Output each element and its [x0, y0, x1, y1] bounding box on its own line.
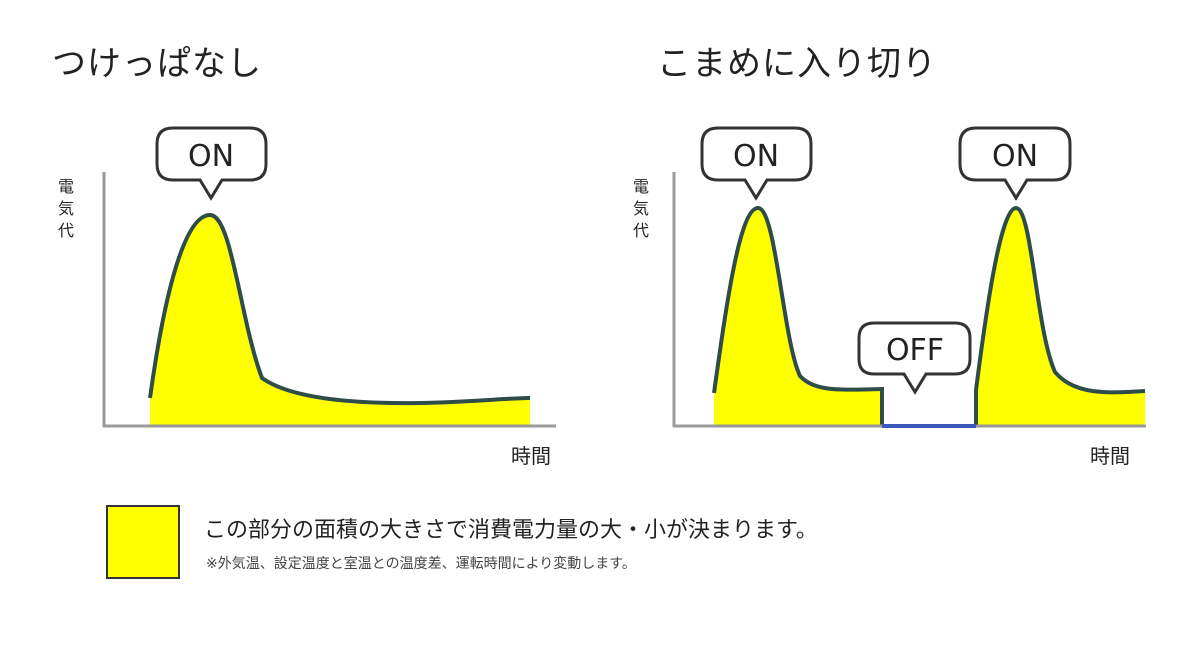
left-x-axis-label: 時間	[511, 444, 551, 468]
left-on-bubble-label: ON	[188, 139, 234, 174]
right-x-axis-label: 時間	[1090, 444, 1130, 468]
right-on-bubble-2-label: ON	[992, 139, 1038, 174]
legend-swatch	[106, 505, 180, 579]
left-graph: ON	[102, 126, 556, 428]
right-consumption-area-1	[714, 208, 882, 426]
legend-note: ※外気温、設定温度と室温との温度差、運転時間により変動します。	[206, 556, 636, 572]
left-on-bubble: ON	[155, 126, 268, 201]
right-off-bubble-label: OFF	[886, 333, 944, 368]
right-consumption-curve-2	[974, 205, 1146, 426]
right-consumption-curve-1	[712, 205, 884, 426]
right-y-axis-label: 電気代	[632, 177, 649, 240]
right-on-bubble-1-label: ON	[733, 139, 779, 174]
legend-text: この部分の面積の大きさで消費電力量の大・小が決まります。	[204, 518, 818, 543]
right-on-bubble-2: ON	[958, 126, 1072, 201]
left-panel-title: つけっぱなし	[52, 44, 262, 84]
left-consumption-area	[150, 215, 530, 426]
left-y-axis-label: 電気代	[57, 177, 74, 240]
right-graph: ON OFF ON	[672, 126, 1146, 428]
right-on-bubble-1: ON	[700, 126, 813, 201]
right-consumption-area-2	[976, 208, 1145, 426]
left-consumption-curve	[148, 212, 531, 406]
right-off-bubble: OFF	[857, 321, 972, 395]
right-panel-title: こまめに入り切り	[657, 44, 937, 84]
